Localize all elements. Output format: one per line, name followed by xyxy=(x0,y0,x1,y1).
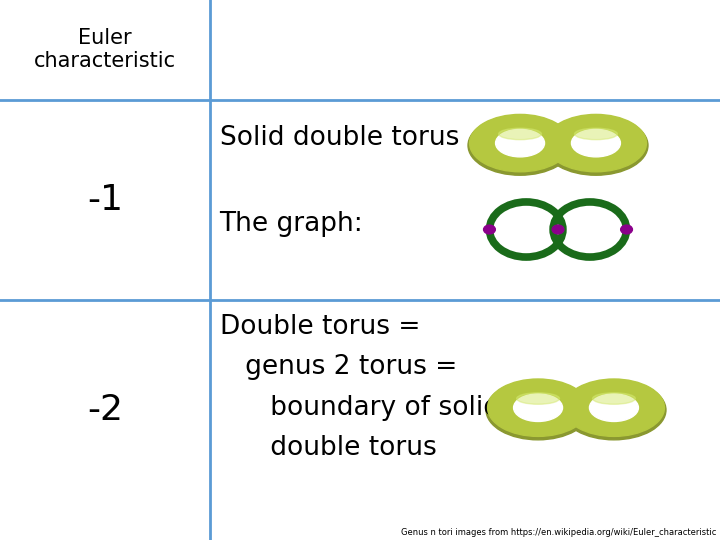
Ellipse shape xyxy=(590,394,639,421)
Text: boundary of solid: boundary of solid xyxy=(220,395,500,421)
Circle shape xyxy=(621,225,632,234)
Ellipse shape xyxy=(544,116,648,175)
Text: Euler
characteristic: Euler characteristic xyxy=(34,28,176,71)
Ellipse shape xyxy=(495,130,544,157)
Ellipse shape xyxy=(499,128,541,140)
Circle shape xyxy=(484,225,495,234)
Ellipse shape xyxy=(487,379,588,436)
Ellipse shape xyxy=(575,128,617,140)
Text: genus 2 torus =: genus 2 torus = xyxy=(220,354,457,380)
Text: Genus n tori images from https://en.wikipedia.org/wiki/Euler_characteristic: Genus n tori images from https://en.wiki… xyxy=(401,528,716,537)
Ellipse shape xyxy=(564,379,665,436)
Ellipse shape xyxy=(469,114,570,172)
Text: -2: -2 xyxy=(87,394,123,427)
Ellipse shape xyxy=(486,380,590,440)
Text: -1: -1 xyxy=(87,183,123,217)
Ellipse shape xyxy=(562,380,666,440)
Ellipse shape xyxy=(593,393,635,404)
Ellipse shape xyxy=(513,394,562,421)
Ellipse shape xyxy=(536,127,580,159)
Ellipse shape xyxy=(553,392,599,426)
Ellipse shape xyxy=(546,114,647,172)
Circle shape xyxy=(552,225,564,234)
Text: double torus: double torus xyxy=(220,435,436,461)
Text: Double torus =: Double torus = xyxy=(220,314,420,340)
Ellipse shape xyxy=(572,130,621,157)
Ellipse shape xyxy=(517,393,559,404)
Ellipse shape xyxy=(468,116,572,175)
Ellipse shape xyxy=(535,127,581,161)
Text: The graph:: The graph: xyxy=(220,211,364,237)
Ellipse shape xyxy=(554,392,598,424)
Text: Solid double torus: Solid double torus xyxy=(220,125,459,151)
